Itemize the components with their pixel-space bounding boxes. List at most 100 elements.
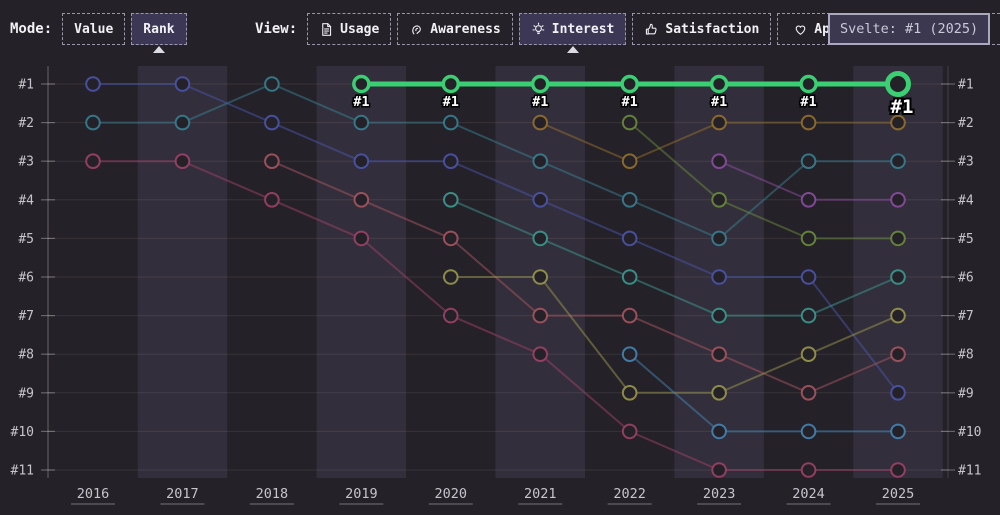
series-crimson-point-2020[interactable] <box>442 230 459 247</box>
series-crimson-point-2021[interactable] <box>532 307 549 324</box>
view-button-satisfaction[interactable]: Satisfaction <box>632 13 772 45</box>
series-olive-green-point-2025[interactable] <box>890 230 906 247</box>
series-indigo-point-2022[interactable] <box>621 230 638 247</box>
series-crimson-point-2022[interactable] <box>621 307 638 324</box>
series-teal-point-2017[interactable] <box>174 114 191 131</box>
year-label-2019[interactable]: 2019 <box>345 486 378 502</box>
svelte-point-2025[interactable] <box>884 71 911 97</box>
svelte-point-2024[interactable] <box>799 74 818 94</box>
year-label-2020[interactable]: 2020 <box>435 486 468 502</box>
series-olive-point-2023[interactable] <box>711 385 727 401</box>
series-olive-green-point-2023[interactable] <box>711 192 727 208</box>
svelte-rank-badge: #1 <box>891 96 914 118</box>
series-purple-point-2024[interactable] <box>800 192 817 208</box>
rank-label-left: #1 <box>18 78 34 93</box>
series-magenta-point-2024[interactable] <box>800 462 817 478</box>
series-olive-point-2024[interactable] <box>800 346 817 363</box>
series-magenta-point-2016[interactable] <box>85 153 101 169</box>
series-crimson-point-2018[interactable] <box>264 153 280 169</box>
series-amber-point-2024[interactable] <box>800 114 817 131</box>
series-teal-green-point-2020[interactable] <box>442 192 459 208</box>
series-indigo-point-2017[interactable] <box>174 76 191 92</box>
series-olive-green-point-2024[interactable] <box>800 230 817 247</box>
svelte-rank-badge: #1 <box>532 94 548 110</box>
series-magenta-point-2017[interactable] <box>174 153 191 169</box>
series-olive-green-point-2022[interactable] <box>621 114 638 131</box>
series-steel-blue-point-2024[interactable] <box>800 423 817 440</box>
series-teal-point-2018[interactable] <box>264 76 280 92</box>
series-indigo-point-2025[interactable] <box>890 385 906 401</box>
series-steel-blue-point-2022[interactable] <box>621 346 638 363</box>
series-indigo-point-2020[interactable] <box>442 153 459 169</box>
series-crimson-point-2025[interactable] <box>890 346 906 363</box>
rank-label-left: #11 <box>11 464 34 479</box>
view-button-awareness[interactable]: Awareness <box>397 13 513 45</box>
series-steel-blue-point-2023[interactable] <box>711 423 727 440</box>
series-crimson-point-2019[interactable] <box>353 192 370 208</box>
series-olive-point-2025[interactable] <box>890 307 906 324</box>
series-teal-point-2020[interactable] <box>442 114 459 131</box>
series-olive-point-2020[interactable] <box>442 269 459 285</box>
series-purple-point-2023[interactable] <box>711 153 727 169</box>
rank-label-right: #2 <box>958 116 974 131</box>
rank-label-right: #11 <box>958 464 981 479</box>
series-indigo-point-2019[interactable] <box>353 153 370 169</box>
series-magenta-point-2022[interactable] <box>621 423 638 440</box>
series-amber-point-2023[interactable] <box>711 114 727 131</box>
series-indigo-point-2024[interactable] <box>800 269 817 285</box>
year-label-2021[interactable]: 2021 <box>524 486 557 502</box>
year-label-2016[interactable]: 2016 <box>77 486 110 502</box>
series-crimson-point-2023[interactable] <box>711 346 727 363</box>
series-teal-green-point-2022[interactable] <box>621 269 638 285</box>
series-olive-point-2021[interactable] <box>532 269 549 285</box>
series-teal-point-2016[interactable] <box>85 114 101 131</box>
year-label-2018[interactable]: 2018 <box>256 486 289 502</box>
svelte-point-2021[interactable] <box>530 74 550 94</box>
svelte-point-2023[interactable] <box>709 74 729 94</box>
series-teal-green-point-2021[interactable] <box>532 230 549 247</box>
tooltip: Svelte: #1 (2025) <box>828 13 991 45</box>
series-purple-point-2025[interactable] <box>890 192 906 208</box>
series-magenta-point-2020[interactable] <box>442 307 459 324</box>
series-steel-blue-point-2025[interactable] <box>890 423 906 440</box>
series-magenta-point-2019[interactable] <box>353 230 370 247</box>
series-indigo-point-2021[interactable] <box>532 192 549 208</box>
series-teal-point-2024[interactable] <box>800 153 817 169</box>
series-olive-point-2022[interactable] <box>621 385 638 401</box>
series-teal-point-2023[interactable] <box>711 230 727 247</box>
svelte-point-2022[interactable] <box>620 74 639 94</box>
year-label-2024[interactable]: 2024 <box>792 486 825 502</box>
series-indigo-point-2023[interactable] <box>711 269 727 285</box>
svelte-point-2019[interactable] <box>352 74 371 94</box>
view-button-usage[interactable]: Usage <box>307 13 392 45</box>
series-teal-point-2021[interactable] <box>532 153 549 169</box>
series-magenta-point-2023[interactable] <box>711 462 727 478</box>
series-teal-green-point-2023[interactable] <box>711 307 727 324</box>
mode-button-rank[interactable]: Rank <box>131 13 187 45</box>
series-indigo-point-2016[interactable] <box>85 76 101 92</box>
year-label-2022[interactable]: 2022 <box>613 486 646 502</box>
view-button-interest[interactable]: Interest <box>518 13 627 45</box>
series-teal-green-point-2025[interactable] <box>890 269 906 285</box>
year-label-2025[interactable]: 2025 <box>882 486 915 502</box>
series-indigo-point-2018[interactable] <box>264 114 280 131</box>
series-amber-point-2025[interactable] <box>890 114 906 131</box>
year-label-2023[interactable]: 2023 <box>703 486 736 502</box>
series-teal-point-2022[interactable] <box>621 192 638 208</box>
series-magenta-point-2018[interactable] <box>264 192 280 208</box>
series-crimson-point-2024[interactable] <box>800 385 817 401</box>
series-teal-green-point-2024[interactable] <box>800 307 817 324</box>
series-magenta-point-2021[interactable] <box>532 346 549 363</box>
series-magenta-point-2025[interactable] <box>890 462 906 478</box>
series-amber-point-2022[interactable] <box>621 153 638 169</box>
series-magenta-line <box>93 160 898 471</box>
series-teal-point-2019[interactable] <box>353 114 370 131</box>
svelte-point-2020[interactable] <box>441 74 461 94</box>
series-amber-point-2021[interactable] <box>532 114 549 131</box>
mode-button-label: Value <box>74 21 114 37</box>
rank-label-right: #7 <box>958 309 974 324</box>
svelte-rank-badge: #1 <box>443 94 459 110</box>
mode-button-value[interactable]: Value <box>62 13 126 45</box>
year-label-2017[interactable]: 2017 <box>166 486 199 502</box>
series-teal-point-2025[interactable] <box>890 153 906 169</box>
